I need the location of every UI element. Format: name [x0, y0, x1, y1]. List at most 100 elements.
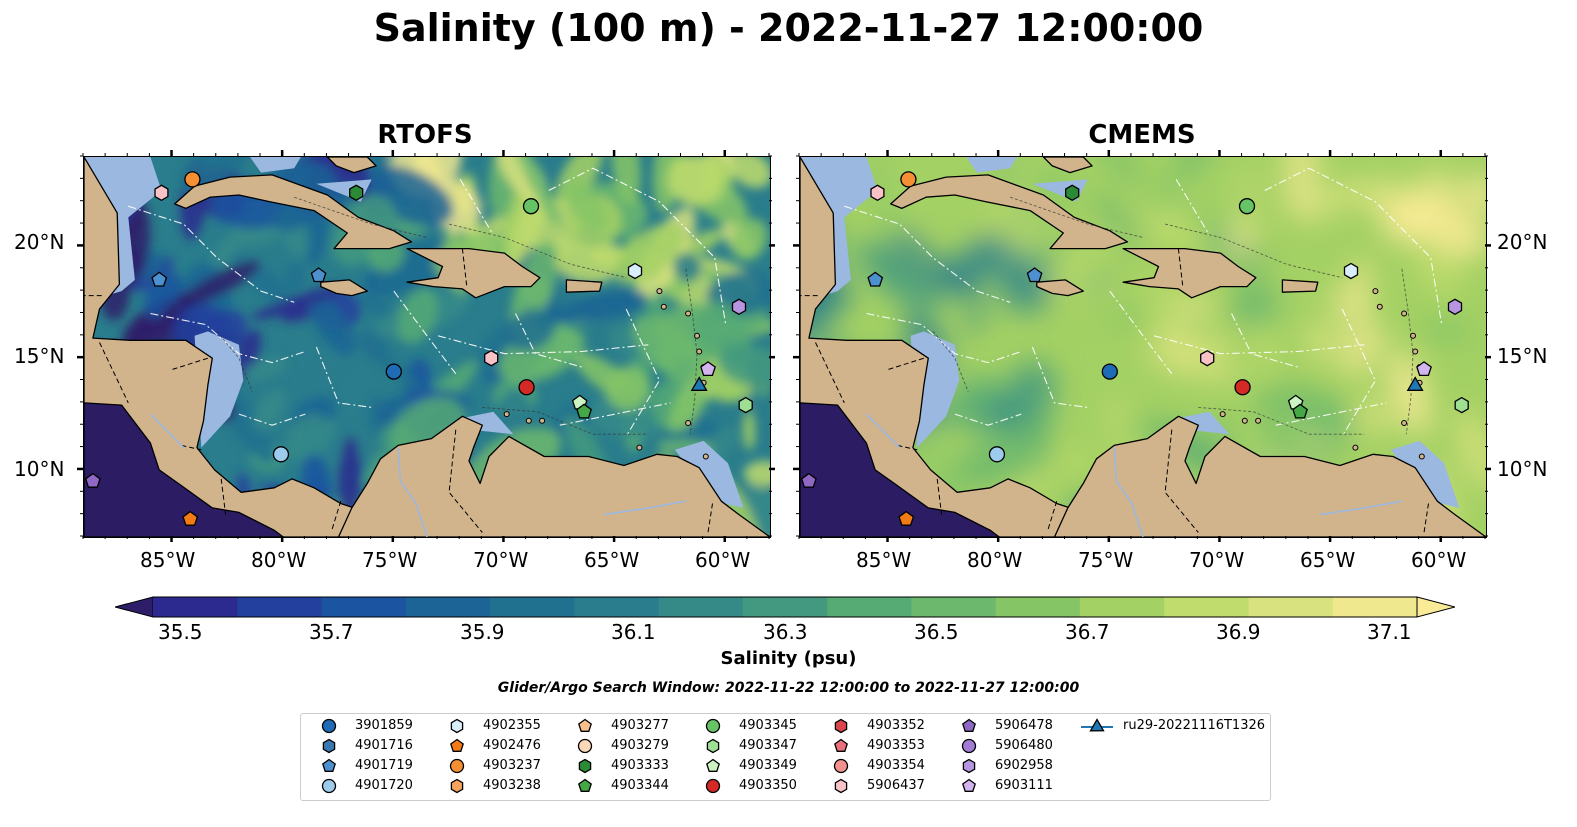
platform-4903237[interactable]	[184, 171, 201, 188]
small-island	[696, 348, 703, 355]
platform-6903111[interactable]	[1416, 361, 1432, 377]
circle-icon	[705, 718, 721, 734]
platform-5906478[interactable]	[84, 472, 101, 488]
legend-label: 4901716	[355, 738, 413, 753]
small-island	[660, 303, 667, 310]
platform-ru29-20221116T1326[interactable]	[1406, 376, 1424, 391]
hexagon-icon	[578, 758, 592, 774]
small-island	[694, 332, 700, 339]
platform-4903344[interactable]	[1292, 403, 1308, 419]
platform-4903345[interactable]	[1238, 198, 1256, 215]
platform-markers	[84, 171, 753, 526]
small-island	[1352, 444, 1359, 451]
platform-4903333[interactable]	[1065, 184, 1080, 202]
platform-5906437[interactable]	[154, 184, 169, 202]
platform-4902355[interactable]	[1343, 262, 1359, 280]
land-cuba	[890, 174, 1129, 250]
map-rtofs-canvas	[84, 157, 770, 537]
small-island	[702, 453, 709, 460]
colorbar-bin	[153, 597, 238, 617]
colorbar	[115, 596, 1455, 618]
platform-4903350[interactable]	[518, 379, 535, 396]
land-south-america	[1053, 415, 1486, 537]
lon-label-80w-right: 80°W	[967, 548, 1023, 572]
platform-4903345[interactable]	[522, 198, 540, 215]
lon-label-70w-right: 70°W	[1189, 548, 1245, 572]
platform-4902476[interactable]	[898, 510, 915, 526]
platform-4903350[interactable]	[1234, 379, 1251, 396]
lat-label-20n: 20°N	[14, 230, 65, 254]
lon-label-60w-right: 60°W	[1411, 548, 1467, 572]
small-island	[1372, 288, 1379, 295]
colorbar-bin	[237, 597, 323, 617]
platform-4901720[interactable]	[988, 446, 1006, 463]
platform-4903347[interactable]	[738, 396, 753, 414]
cb-tick-37-1: 37.1	[1367, 620, 1412, 644]
figure-title: Salinity (100 m) - 2022-11-27 12:00:00	[373, 6, 1204, 50]
platform-ru29-20221116T1326[interactable]	[690, 376, 708, 391]
small-island	[685, 420, 692, 426]
legend-label: 3901859	[355, 718, 413, 733]
platform-3901859[interactable]	[1101, 363, 1118, 380]
lat-label-20n-right: 20°N	[1497, 230, 1548, 254]
platform-4903347[interactable]	[1454, 396, 1469, 414]
platform-6902958[interactable]	[1447, 298, 1463, 316]
legend-label: 6903111	[995, 778, 1053, 793]
search-window-text: Glider/Argo Search Window: 2022-11-22 12…	[497, 680, 1080, 696]
platform-4903344[interactable]	[576, 403, 592, 419]
colorbar-label: Salinity (psu)	[720, 648, 857, 669]
land-cuba	[174, 174, 413, 250]
lat-label-15n: 15°N	[14, 344, 65, 368]
platform-markers	[800, 171, 1469, 526]
platform-6902958[interactable]	[731, 298, 747, 316]
legend-label: 4901720	[355, 778, 413, 793]
platform-5906437[interactable]	[1200, 349, 1215, 367]
platform-4902355[interactable]	[627, 262, 643, 280]
rivers	[149, 413, 687, 537]
land-hispaniola	[1122, 247, 1257, 299]
platform-4901719[interactable]	[310, 267, 327, 283]
land-puerto-rico	[1281, 279, 1319, 293]
lon-label-60w: 60°W	[695, 548, 751, 572]
small-island	[1418, 453, 1425, 460]
colorbar-bin	[321, 597, 407, 617]
panel-title-rtofs: RTOFS	[377, 120, 473, 150]
cb-tick-35-7: 35.7	[309, 620, 354, 644]
platform-5906478[interactable]	[800, 472, 817, 488]
platform-4903333[interactable]	[349, 184, 364, 202]
platform-5906437[interactable]	[870, 184, 885, 202]
legend-label: ru29-20221116T1326	[1123, 718, 1266, 733]
platform-4901719[interactable]	[151, 271, 168, 287]
platform-4901720[interactable]	[272, 446, 290, 463]
colorbar-bin	[827, 597, 912, 617]
small-island	[685, 310, 692, 317]
hexagon-icon	[706, 738, 720, 754]
platform-4902476[interactable]	[182, 510, 199, 526]
cb-tick-36-9: 36.9	[1216, 620, 1261, 644]
platform-3901859[interactable]	[385, 363, 402, 380]
legend-label: 4902476	[483, 738, 541, 753]
cb-tick-35-5: 35.5	[158, 620, 203, 644]
pentagon-icon	[962, 718, 976, 732]
platform-4903237[interactable]	[900, 171, 917, 188]
land-south-america	[337, 415, 770, 537]
legend-label: 4903349	[739, 758, 797, 773]
lon-label-75w-right: 75°W	[1078, 548, 1134, 572]
cb-tick-36-3: 36.3	[763, 620, 808, 644]
platform-4901719[interactable]	[1026, 267, 1043, 283]
cb-tick-36-5: 36.5	[914, 620, 959, 644]
map-rtofs[interactable]	[83, 156, 771, 538]
platform-6903111[interactable]	[700, 361, 716, 377]
colorbar-bin	[1164, 597, 1250, 617]
legend-label: 4903347	[739, 738, 797, 753]
colorbar-bin	[658, 597, 744, 617]
map-cmems[interactable]	[799, 156, 1487, 538]
axes-overlay	[77, 150, 1491, 542]
land-jamaica	[320, 279, 368, 297]
pentagon-icon	[706, 758, 720, 772]
pentagon-icon	[450, 738, 464, 752]
platform-4901719[interactable]	[867, 271, 884, 287]
platform-5906437[interactable]	[484, 349, 499, 367]
circle-icon	[449, 758, 465, 774]
hexagon-icon	[834, 718, 848, 734]
